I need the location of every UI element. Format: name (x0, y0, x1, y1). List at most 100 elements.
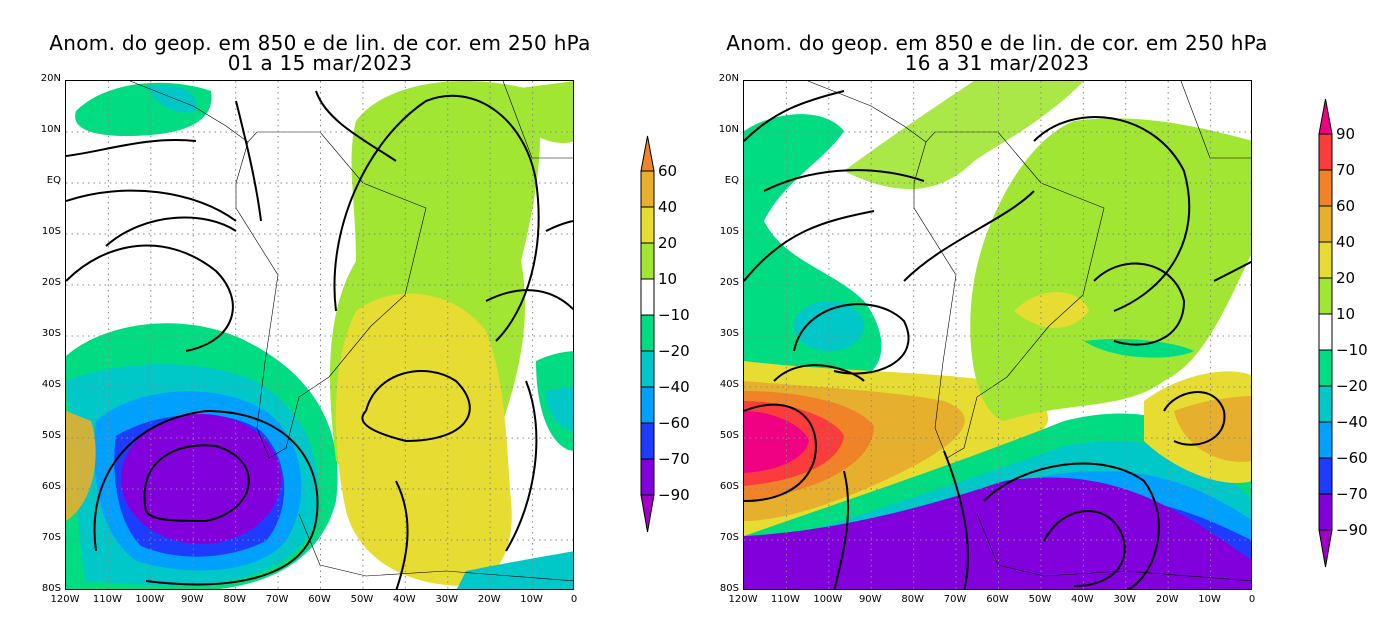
colorbar-swatch (1318, 241, 1333, 279)
lon-tick-label: 0 (1248, 594, 1256, 605)
lon-tick-label: 100W (135, 594, 165, 605)
lat-tick-label: 20S (719, 277, 739, 288)
colorbar-swatch (1318, 313, 1333, 351)
colorbar-swatch (1318, 349, 1333, 387)
colorbar-swatch (640, 242, 655, 280)
lon-tick-label: 30W (1113, 594, 1137, 605)
colorbar-swatch (640, 494, 655, 533)
colorbar-swatch (640, 170, 655, 208)
lon-tick-label: 60W (308, 594, 331, 605)
lon-tick-label: 50W (350, 594, 374, 605)
colorbar-label: −90 (1336, 521, 1368, 539)
coastlines (129, 81, 573, 582)
right-title-period: 16 a 31 mar/2023 (904, 51, 1090, 75)
right-colorbar: 90 70 60 40 20 10 −10 −20 −40 −60 −70 −90 (1318, 98, 1368, 572)
lat-tick-label: 70S (41, 532, 61, 543)
colorbar-swatch (640, 458, 655, 496)
lat-tick-label: 40S (719, 379, 739, 390)
left-colorbar: 60 40 20 10 −10 −20 −40 −60 −70 −90 (640, 135, 690, 537)
colorbar-swatch (640, 314, 655, 352)
colorbar-label: −70 (658, 450, 690, 468)
colorbar-label: 20 (658, 234, 678, 252)
lat-tick-label: 20S (41, 277, 61, 288)
colorbar-swatch (1318, 493, 1333, 531)
colorbar-swatch (1318, 529, 1333, 568)
colorbar-swatch (1318, 421, 1333, 459)
colorbar-label: 60 (1336, 197, 1356, 215)
lon-tick-label: 10W (520, 594, 543, 605)
colorbar-swatch (640, 278, 655, 316)
lat-tick-label: 50S (41, 430, 61, 441)
lat-tick-label: 60S (719, 481, 739, 492)
colorbar-swatch (640, 135, 655, 172)
lon-tick-label: 10W (1198, 594, 1221, 605)
lat-tick-label: 40S (41, 379, 61, 390)
colorbar-label: 60 (658, 162, 678, 180)
colorbar-label: −60 (1336, 449, 1368, 467)
colorbar-label: 10 (658, 270, 678, 288)
colorbar-label: −20 (658, 342, 690, 360)
lon-tick-label: 110W (770, 594, 800, 605)
lat-tick-label: 60S (41, 481, 61, 492)
lon-tick-label: 70W (943, 594, 967, 605)
colorbar-label: 20 (1336, 269, 1356, 287)
lat-tick-label: 10S (41, 226, 61, 237)
gridlines (744, 81, 1251, 589)
right-map (744, 81, 1251, 589)
colorbar-swatches (640, 135, 655, 533)
colorbar-label: −10 (1336, 341, 1368, 359)
colorbar-swatch (1318, 133, 1333, 171)
colorbar-swatch (640, 422, 655, 460)
left-map (66, 81, 573, 589)
right-map-panel (743, 80, 1252, 590)
colorbar-label: −40 (1336, 413, 1368, 431)
right-title: Anom. do geop. em 850 e de lin. de cor. … (697, 33, 1297, 73)
lon-tick-label: 50W (1028, 594, 1052, 605)
lat-tick-label: EQ (46, 175, 61, 186)
colorbar-label: −70 (1336, 485, 1368, 503)
colorbar-swatch (1318, 205, 1333, 243)
colorbar-swatch (640, 386, 655, 424)
left-title-period: 01 a 15 mar/2023 (227, 51, 413, 75)
lat-tick-label: 80S (41, 583, 61, 594)
lon-tick-label: 30W (435, 594, 459, 605)
streamlines (66, 90, 573, 589)
lon-tick-label: 120W (50, 594, 80, 605)
left-title-line1: Anom. do geop. em 850 e de lin. de cor. … (49, 31, 591, 55)
colorbar-swatch (1318, 457, 1333, 495)
colorbar-label: 40 (658, 198, 678, 216)
lon-tick-label: 90W (858, 594, 882, 605)
colorbar-label: −40 (658, 378, 690, 396)
colorbar-swatches (1318, 98, 1333, 568)
colorbar-label: 90 (1336, 125, 1356, 143)
colorbar-label: 40 (1336, 233, 1356, 251)
colorbar-swatch (1318, 169, 1333, 207)
lat-tick-label: 30S (719, 328, 739, 339)
colorbar-swatch (640, 350, 655, 388)
colorbar-swatch (1318, 277, 1333, 315)
lon-tick-label: 40W (393, 594, 416, 605)
lon-tick-label: 120W (728, 594, 758, 605)
colorbar-swatch (640, 206, 655, 244)
colorbar-label: −20 (1336, 377, 1368, 395)
lat-tick-label: 20N (40, 73, 61, 84)
lon-tick-label: 90W (180, 594, 204, 605)
streamlines (744, 90, 1251, 589)
lat-tick-label: 80S (719, 583, 739, 594)
colorbar-label: 70 (1336, 161, 1356, 179)
coastlines (807, 81, 1251, 582)
lon-tick-label: 40W (1071, 594, 1094, 605)
right-title-line1: Anom. do geop. em 850 e de lin. de cor. … (726, 31, 1268, 55)
lon-tick-label: 20W (477, 594, 501, 605)
colorbar-label: −90 (658, 486, 690, 504)
lat-tick-label: EQ (724, 175, 739, 186)
lon-tick-label: 80W (223, 594, 246, 605)
colorbar-label: 10 (1336, 305, 1356, 323)
lat-tick-label: 70S (719, 532, 739, 543)
lon-tick-label: 110W (92, 594, 122, 605)
left-map-panel (65, 80, 574, 590)
left-title: Anom. do geop. em 850 e de lin. de cor. … (20, 33, 620, 73)
lon-tick-label: 20W (1155, 594, 1179, 605)
lat-tick-label: 10S (719, 226, 739, 237)
colorbar-label: −60 (658, 414, 690, 432)
